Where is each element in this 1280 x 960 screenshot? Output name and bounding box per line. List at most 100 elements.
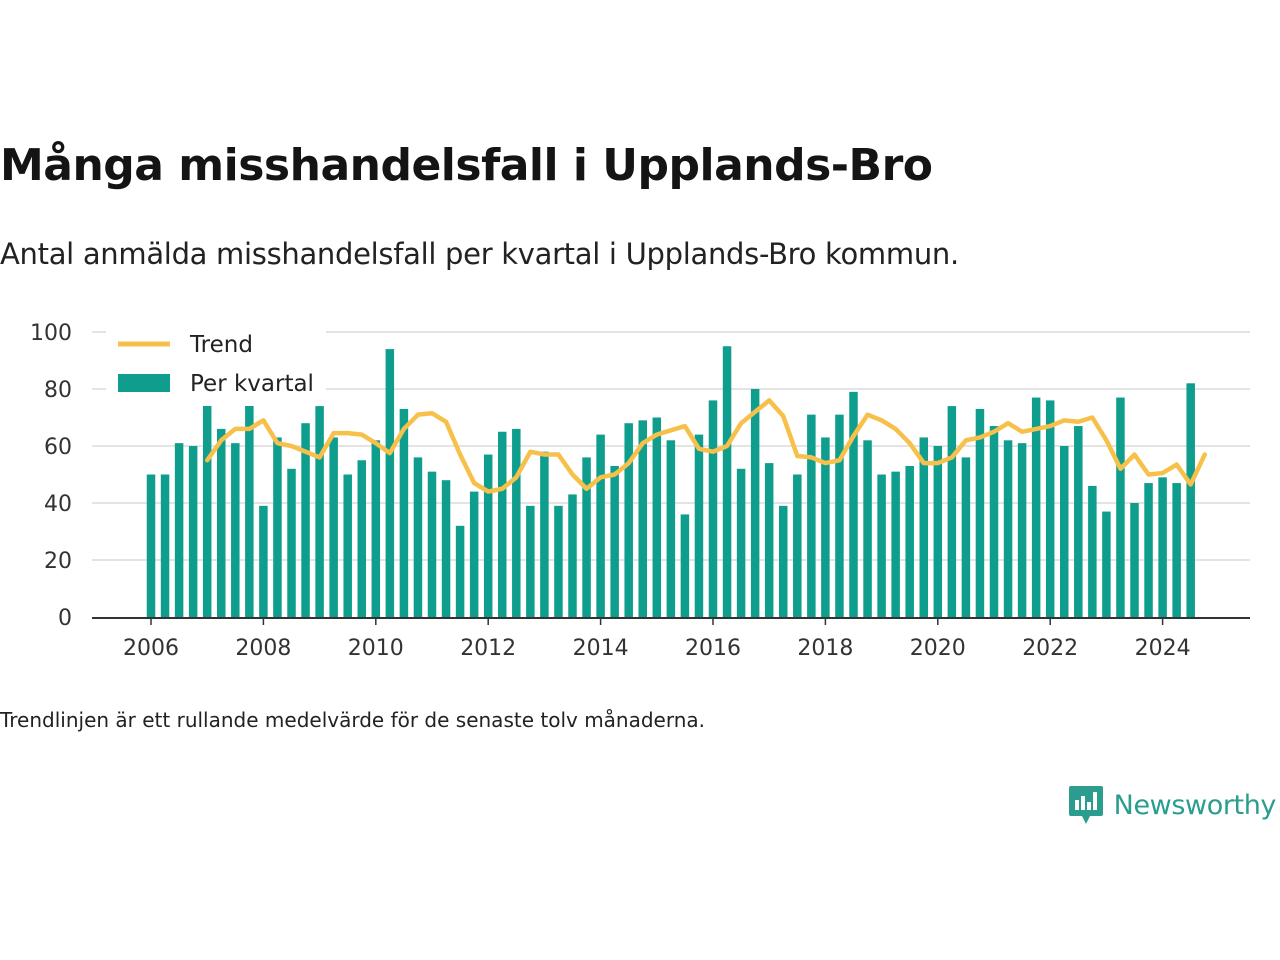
bar bbox=[498, 431, 507, 617]
bar bbox=[849, 391, 858, 617]
bar bbox=[1017, 443, 1027, 617]
newsworthy-logo-icon bbox=[1068, 786, 1103, 824]
bar bbox=[722, 346, 732, 617]
bar bbox=[1102, 511, 1111, 617]
bar bbox=[835, 414, 844, 617]
bar bbox=[596, 434, 605, 617]
bar bbox=[329, 437, 338, 617]
bar bbox=[947, 406, 957, 617]
bar bbox=[512, 428, 521, 617]
bar bbox=[357, 460, 366, 617]
x-tick-label: 2018 bbox=[797, 636, 853, 661]
bar bbox=[343, 474, 352, 617]
bar bbox=[413, 457, 423, 617]
bar bbox=[708, 400, 718, 617]
trend-line bbox=[204, 398, 1207, 494]
bar bbox=[455, 525, 465, 617]
bar bbox=[863, 440, 872, 617]
bar bbox=[568, 494, 577, 617]
bar bbox=[1088, 485, 1097, 617]
bar bbox=[1186, 383, 1195, 617]
bar bbox=[399, 408, 409, 617]
bar bbox=[793, 474, 802, 617]
bar bbox=[694, 434, 704, 617]
bar bbox=[764, 463, 774, 617]
y-tick-label: 40 bbox=[44, 492, 72, 517]
bar bbox=[540, 451, 549, 617]
bar bbox=[1060, 446, 1069, 617]
bar bbox=[610, 465, 619, 617]
legend-bar-swatch bbox=[118, 374, 170, 392]
x-tick-label: 2008 bbox=[235, 636, 291, 661]
bar bbox=[961, 457, 971, 617]
bar bbox=[146, 474, 156, 617]
bar bbox=[1031, 397, 1041, 617]
x-tick-label: 2010 bbox=[348, 636, 404, 661]
bar bbox=[231, 443, 240, 617]
bar bbox=[779, 505, 788, 617]
bar bbox=[638, 420, 647, 617]
y-tick-label: 0 bbox=[58, 606, 72, 631]
bar bbox=[1045, 400, 1055, 617]
bar bbox=[821, 437, 830, 617]
x-tick-label: 2012 bbox=[460, 636, 516, 661]
bar bbox=[245, 403, 254, 617]
bar bbox=[1130, 503, 1139, 617]
brand-logo: Newsworthy bbox=[1068, 784, 1276, 826]
bar bbox=[666, 440, 676, 617]
x-tick-label: 2022 bbox=[1022, 636, 1078, 661]
legend-background bbox=[106, 328, 326, 406]
chart-title: Många misshandelsfall i Upplands-Bro bbox=[0, 140, 933, 191]
bar bbox=[933, 446, 943, 617]
legend-trend-label: Trend bbox=[189, 332, 253, 358]
bar bbox=[680, 514, 690, 617]
bar bbox=[441, 480, 451, 617]
bar bbox=[1003, 440, 1013, 617]
bar bbox=[259, 505, 268, 617]
legend: Trend Per kvartal bbox=[106, 328, 326, 406]
chart-subtitle: Antal anmälda misshandelsfall per kvarta… bbox=[0, 237, 959, 271]
bar bbox=[1116, 397, 1125, 617]
bar bbox=[652, 417, 662, 617]
bar bbox=[582, 457, 591, 617]
y-tick-label: 100 bbox=[30, 321, 72, 346]
bar bbox=[160, 474, 170, 617]
y-axis-ticks: 0 20 40 60 80 100 bbox=[30, 321, 72, 631]
bar bbox=[554, 505, 563, 617]
bar-series-per-kvartal bbox=[146, 346, 1195, 617]
x-tick-label: 2016 bbox=[685, 636, 741, 661]
footnote: Trendlinjen är ett rullande medelvärde f… bbox=[0, 708, 706, 732]
y-tick-label: 80 bbox=[44, 378, 72, 403]
bar bbox=[736, 468, 746, 617]
bar bbox=[1172, 483, 1181, 617]
bar bbox=[807, 414, 816, 617]
bar bbox=[483, 454, 493, 617]
bar bbox=[202, 400, 212, 617]
x-tick-label: 2006 bbox=[123, 636, 179, 661]
bar bbox=[905, 465, 914, 617]
line-series-trend bbox=[204, 398, 1207, 494]
bar bbox=[624, 423, 633, 617]
bar bbox=[877, 474, 886, 617]
x-tick-label: 2020 bbox=[910, 636, 966, 661]
bar bbox=[371, 440, 381, 617]
bar bbox=[989, 426, 999, 617]
x-tick-label: 2024 bbox=[1135, 636, 1191, 661]
bar bbox=[188, 446, 198, 617]
bar bbox=[287, 468, 296, 617]
bar bbox=[1144, 483, 1153, 617]
bar bbox=[174, 443, 184, 617]
bar bbox=[891, 471, 900, 617]
y-tick-label: 60 bbox=[44, 435, 72, 460]
y-tick-label: 20 bbox=[44, 549, 72, 574]
bar bbox=[385, 349, 395, 617]
bar bbox=[975, 408, 985, 617]
bar bbox=[301, 423, 310, 617]
x-tick-label: 2014 bbox=[573, 636, 629, 661]
chart: 0 20 40 60 80 100 2006 2008 2010 2012 2014 2016 201… bbox=[30, 321, 1250, 661]
bar bbox=[750, 389, 760, 617]
brand-name: Newsworthy bbox=[1113, 789, 1277, 821]
x-axis: 2006 2008 2010 2012 2014 2016 2018 2020 2022 2024 bbox=[92, 617, 1250, 661]
bar bbox=[217, 428, 226, 617]
bar bbox=[427, 471, 437, 617]
